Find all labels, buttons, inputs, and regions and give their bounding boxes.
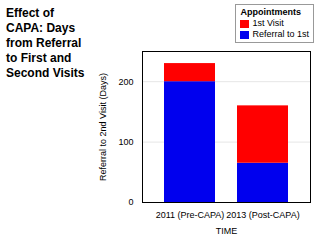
html-text:Referral to 1st: Referral to 1st xyxy=(252,29,309,39)
svg-text:100: 100 xyxy=(118,137,133,147)
html-text:Appointments: Appointments xyxy=(240,7,301,17)
svg-text:2011 (Pre-CAPA): 2011 (Pre-CAPA) xyxy=(156,210,225,220)
svg-text:0: 0 xyxy=(128,197,133,207)
svg-text:TIME: TIME xyxy=(216,226,238,236)
svg-text:Referral to 2nd Visit (Days): Referral to 2nd Visit (Days) xyxy=(98,73,108,181)
html-text:Effect of CAPA: Days from Refe: Effect of CAPA: Days from Referral to Fi… xyxy=(6,6,85,80)
svg-text:2013 (Post-CAPA): 2013 (Post-CAPA) xyxy=(226,210,299,220)
svg-text:200: 200 xyxy=(118,77,133,87)
html-text:1st Visit: 1st Visit xyxy=(252,18,284,28)
